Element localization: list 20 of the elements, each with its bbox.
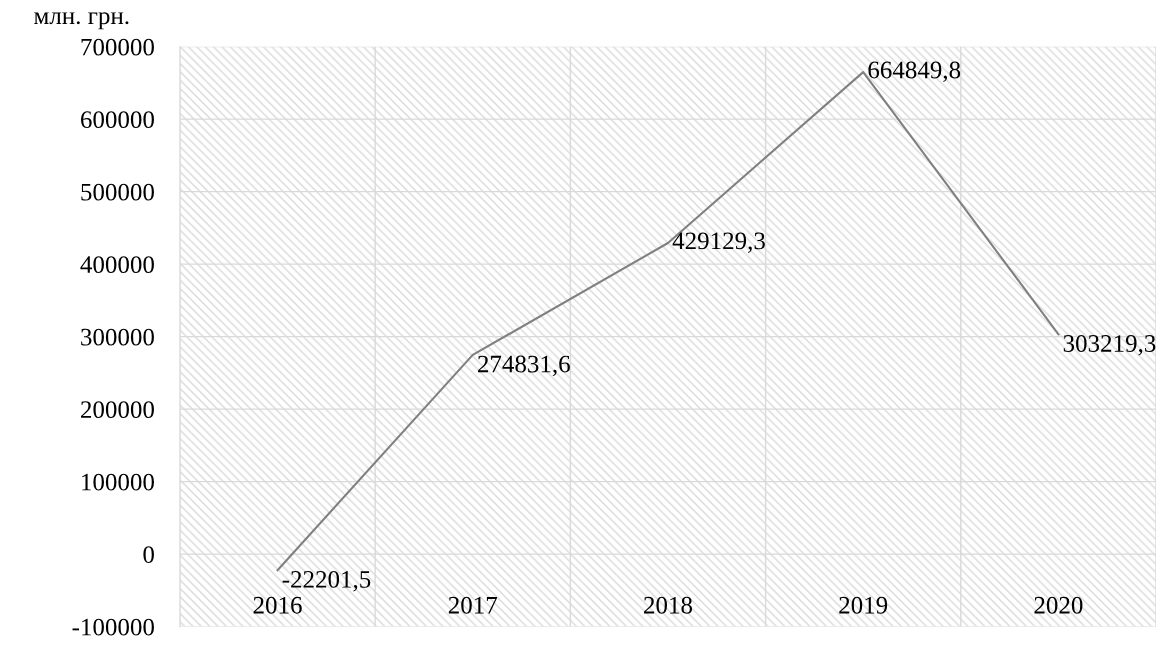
y-tick-label: 0 — [143, 546, 154, 564]
data-label: 303219,3 — [1063, 335, 1156, 356]
y-tick-label: 400000 — [80, 256, 154, 274]
y-tick-label: 100000 — [82, 473, 154, 491]
y-tick-label: 600000 — [81, 111, 154, 129]
data-label: 664849,8 — [868, 61, 961, 82]
x-tick-label: 2017 — [448, 596, 498, 614]
data-label: 274831,6 — [478, 355, 570, 377]
y-tick-label: 300000 — [81, 328, 154, 346]
y-tick-label: -100000 — [72, 618, 154, 636]
x-tick-label: 2016 — [253, 596, 302, 614]
y-tick-label: 700000 — [81, 38, 154, 56]
x-tick-label: 2019 — [839, 596, 888, 614]
data-label: -22201,5 — [282, 570, 371, 592]
data-label: 429129,3 — [672, 232, 765, 253]
x-tick-label: 2018 — [644, 596, 693, 614]
x-tick-label: 2020 — [1034, 596, 1083, 614]
y-tick-label: 200000 — [81, 401, 154, 419]
y-axis-title: млн. грн. — [34, 12, 129, 30]
y-tick-label: 500000 — [81, 183, 154, 201]
